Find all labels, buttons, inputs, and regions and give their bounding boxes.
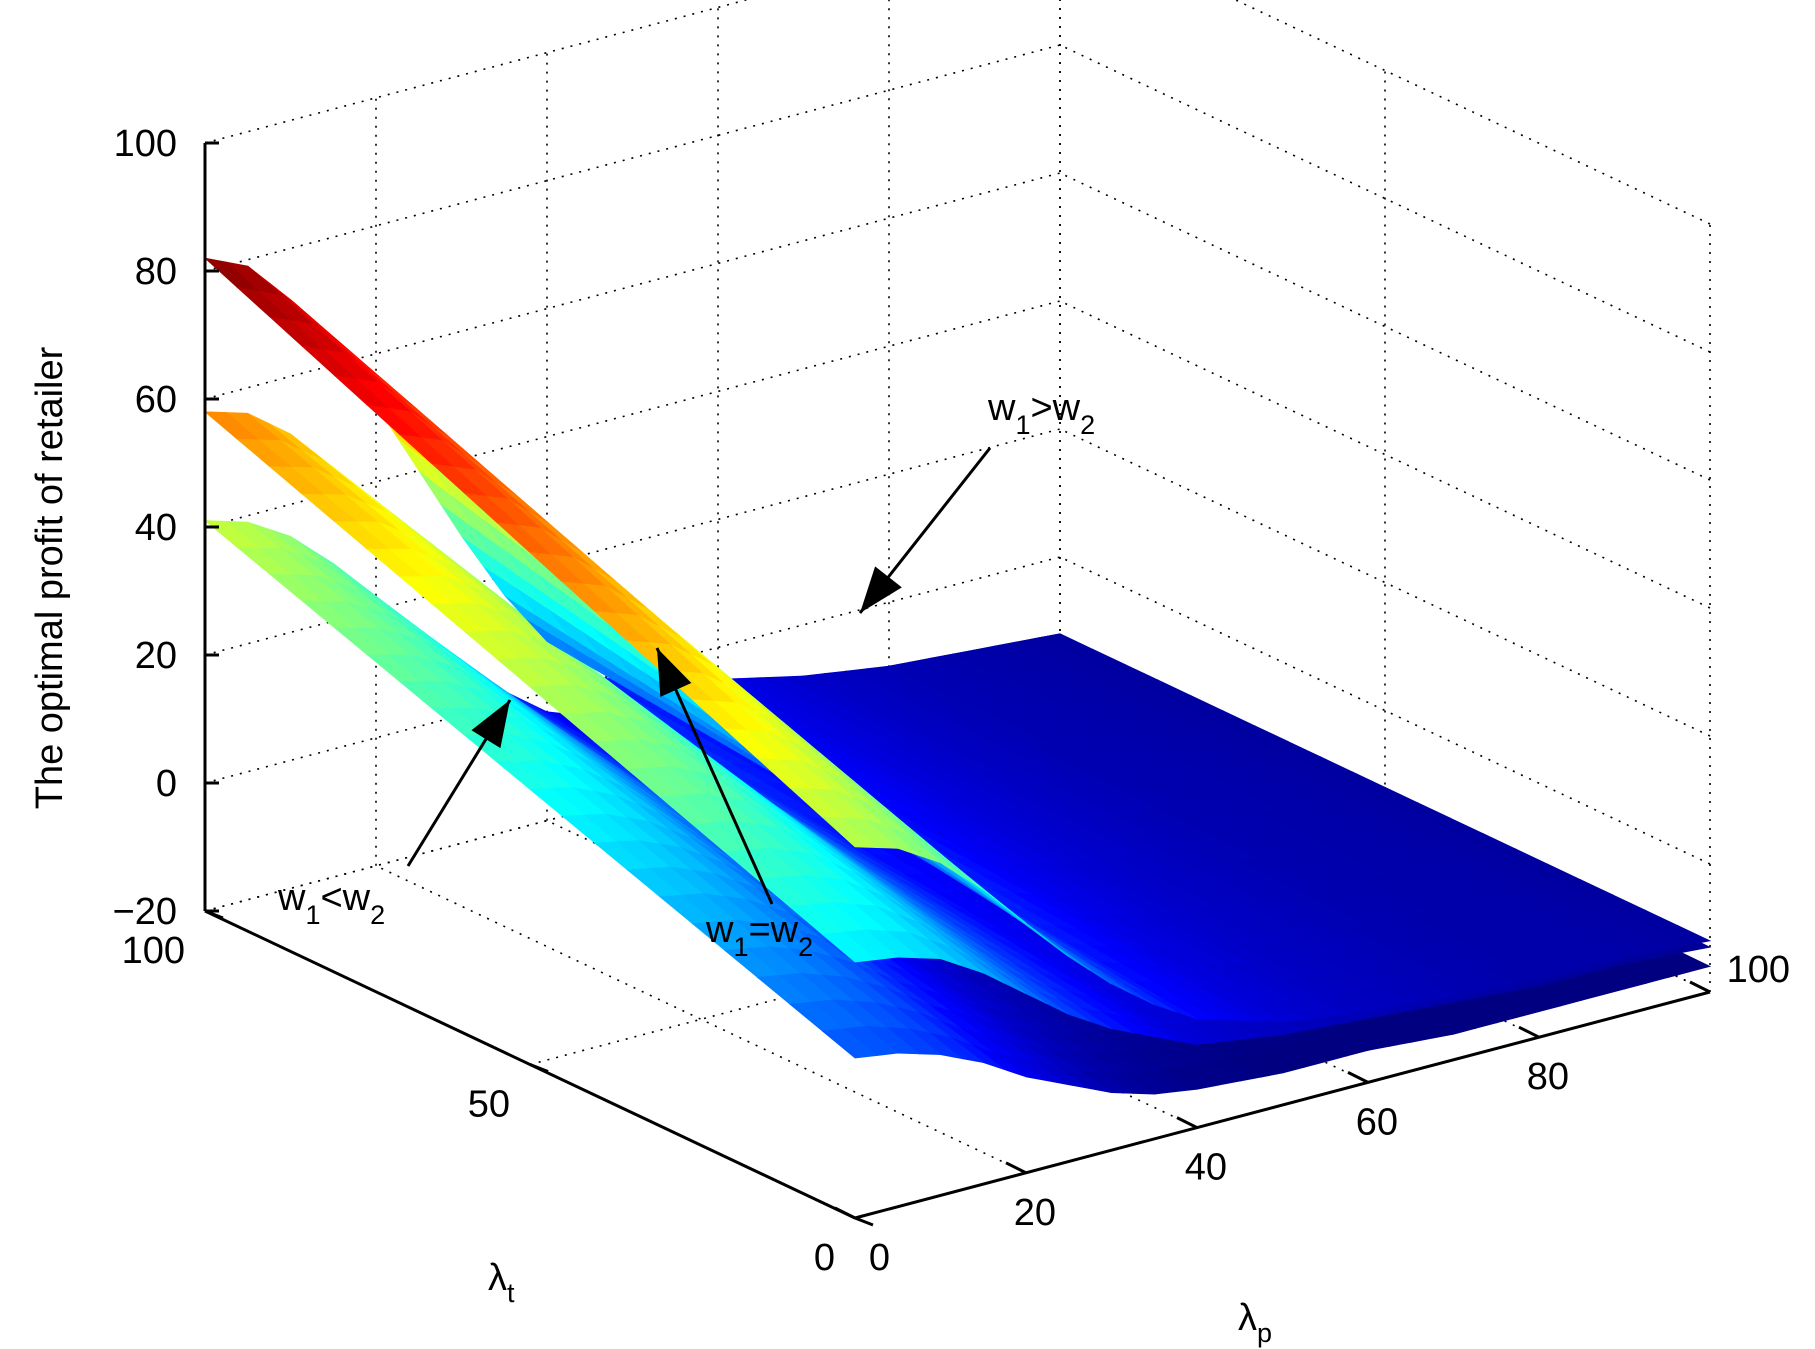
z-tick-label: 40 (135, 507, 177, 549)
arrow-w1-eq-w2-line (655, 647, 774, 905)
lambda-p-label: λp (1238, 1297, 1272, 1348)
lambda-t-tick-label: 50 (468, 1084, 510, 1126)
grid-line (204, 44, 1061, 272)
z-tick-label: 100 (114, 123, 177, 165)
lambda-t-tick (854, 1216, 874, 1227)
annotation-w1-eq-w2: w1=w2 (705, 909, 813, 962)
arrow-w1-gt-w2-head (860, 566, 902, 613)
surface-patch (821, 931, 878, 963)
axis-layer: −20 0 20 40 60 80 100 0 50 100 0 20 40 60 80 100 λt λp The… (29, 123, 1790, 1348)
annotation-w1-lt-w2: w1<w2 (277, 877, 385, 930)
lambda-p-tick (1518, 1025, 1540, 1039)
grid-line (204, 428, 1061, 656)
lambda-p-tick (1005, 1161, 1027, 1175)
lambda-p-tick (1176, 1116, 1198, 1129)
arrow-w1-lt-w2-head (471, 700, 510, 749)
grid-line (204, 172, 1061, 400)
lambda-p-tick-label: 60 (1356, 1101, 1398, 1143)
surface-layer (203, 257, 1712, 1095)
lambda-t-tick (204, 909, 224, 920)
annotation-w1-gt-w2: w1>w2 (987, 387, 1095, 440)
lambda-t-tick-label: 100 (122, 930, 185, 972)
lambda-t-tick-label: 0 (814, 1237, 835, 1279)
annotation-layer: w1>w2 w1=w2 w1<w2 (277, 387, 1095, 962)
surface-patch (821, 1028, 878, 1059)
z-tick-label: −20 (113, 891, 177, 933)
lambda-p-tick (1689, 980, 1711, 994)
grid-line (1059, 300, 1711, 609)
lambda-p-tick-label: 40 (1185, 1147, 1227, 1189)
grid-line (1059, 172, 1711, 481)
z-axis-label: The optimal profit of retailer (29, 346, 71, 809)
z-tick-label: 0 (156, 763, 177, 805)
lambda-p-axis (854, 990, 1711, 1220)
lambda-p-tick (834, 1206, 856, 1220)
arrow-w1-eq-w2-head (657, 648, 692, 697)
lambda-p-tick-label: 100 (1727, 949, 1790, 991)
lambda-p-tick-label: 80 (1527, 1056, 1569, 1098)
z-tick-label: 60 (135, 379, 177, 421)
lambda-p-tick-label: 20 (1014, 1192, 1056, 1234)
grid-line (204, 0, 750, 144)
z-tick-label: 20 (135, 635, 177, 677)
surface-w1>w2 (203, 257, 1712, 1023)
surface-patch (821, 816, 878, 848)
grid-line (204, 300, 1061, 528)
lambda-p-tick (1347, 1071, 1369, 1084)
lambda-t-label: λt (488, 1257, 515, 1308)
lambda-t-tick (529, 1063, 549, 1073)
lambda-p-tick-label: 0 (869, 1237, 890, 1279)
z-tick-label: 80 (135, 251, 177, 293)
